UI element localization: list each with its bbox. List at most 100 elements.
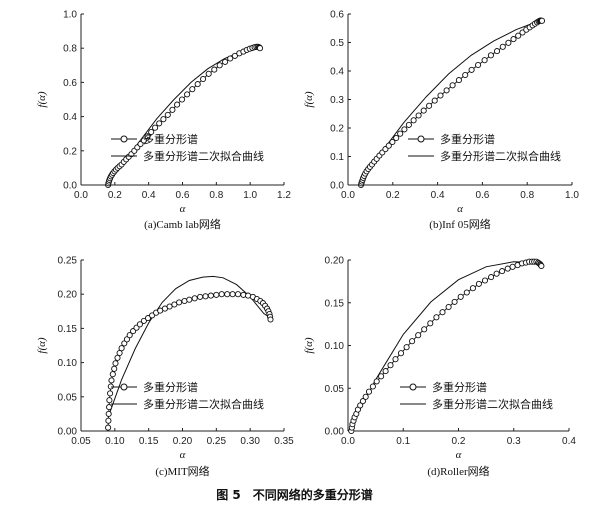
data-point (111, 365, 118, 372)
data-point (389, 138, 396, 146)
data-point (499, 43, 506, 50)
data-point (362, 393, 369, 400)
data-point (178, 96, 186, 103)
y-axis-label: f(α) (36, 337, 48, 353)
y-tick-label: 0.0 (330, 181, 344, 192)
x-tick-label: 1.2 (277, 190, 291, 201)
y-tick-label: 0.5 (330, 38, 344, 49)
data-point (515, 32, 522, 39)
x-tick-label: 0.2 (108, 190, 122, 201)
y-tick-label: 0.00 (325, 427, 345, 438)
series-line-spectrum (107, 46, 261, 186)
x-tick-label: 0.6 (475, 190, 489, 201)
legend-label-fit: 多重分形谱二次拟合曲线 (143, 149, 264, 163)
y-tick-label: 0.15 (58, 324, 78, 335)
data-point (481, 277, 489, 284)
data-point (140, 137, 147, 144)
panel-caption: (a)Camb lab网络 (144, 217, 221, 231)
data-point (357, 402, 364, 409)
data-point (169, 106, 176, 113)
x-tick-label: 0.2 (386, 190, 400, 201)
data-point (136, 321, 143, 328)
x-tick-label: 0.4 (431, 190, 445, 201)
data-point (445, 303, 452, 311)
y-tick-label: 0.15 (325, 298, 345, 309)
data-point (200, 75, 207, 83)
data-point (106, 404, 113, 411)
data-point (222, 58, 229, 65)
data-point (409, 338, 416, 345)
data-point (202, 293, 209, 300)
legend-label-spectrum: 多重分形谱 (440, 132, 495, 146)
data-point (457, 293, 464, 300)
data-point (431, 97, 438, 104)
y-tick-label: 0.3 (330, 95, 344, 106)
series-line-fit (360, 19, 543, 183)
data-point (227, 55, 234, 62)
data-point (144, 315, 152, 322)
data-point (415, 112, 422, 119)
data-point (387, 362, 394, 369)
y-axis-label: f(α) (303, 337, 315, 353)
data-point (256, 45, 264, 52)
data-point (156, 120, 163, 127)
x-tick-label: 0.10 (105, 436, 125, 447)
data-point (397, 350, 405, 357)
figure-caption: 图 5 不同网络的多重分形谱 (216, 487, 373, 502)
y-tick-label: 0.6 (330, 10, 344, 21)
x-tick-label: 1.0 (565, 190, 579, 201)
data-point (443, 87, 450, 94)
data-point (373, 378, 380, 385)
y-tick-label: 0.25 (58, 256, 78, 267)
data-point (410, 117, 417, 124)
x-tick-label: 0.20 (173, 436, 193, 447)
panel-caption: (b)Inf 05网络 (429, 217, 490, 231)
data-point (499, 268, 506, 275)
data-point (152, 124, 159, 131)
legend-marker (409, 383, 417, 391)
y-tick-label: 0.6 (63, 78, 77, 89)
data-point (468, 66, 475, 73)
y-tick-label: 1.0 (63, 10, 77, 21)
data-point (405, 121, 412, 128)
data-point (369, 383, 376, 390)
data-point (191, 295, 198, 302)
x-tick-label: 0.4 (142, 190, 156, 201)
data-point (105, 424, 112, 431)
data-point (112, 360, 119, 367)
data-point (504, 265, 511, 272)
x-tick-label: 0.4 (562, 436, 576, 447)
legend-label-spectrum: 多重分形谱 (143, 132, 198, 146)
chart-panel-d: 0.0 0.1 0.2 0.3 0.4 0.00 0.05 0.10 0.15 0.20 α f(α)… (303, 256, 576, 479)
x-axis-label: α (457, 203, 463, 215)
series-line-fit (350, 261, 542, 427)
chart-panel-b: 0.0 0.2 0.4 0.6 0.8 1.0 0.0 0.1 0.2 0.3 0.4 0.5 0.6 α… (303, 10, 579, 232)
y-tick-label: 0.4 (330, 67, 344, 78)
data-point (462, 71, 469, 79)
panel-caption: (c)MIT网络 (155, 464, 209, 478)
x-tick-label: 0.8 (209, 190, 223, 201)
y-axis-label: f(α) (36, 91, 48, 107)
data-point (455, 77, 462, 84)
x-tick-label: 0.1 (396, 436, 410, 447)
data-point (123, 336, 131, 343)
y-tick-label: 0.8 (63, 44, 77, 55)
data-point (475, 280, 482, 287)
data-point (509, 263, 516, 270)
data-point (397, 130, 404, 137)
data-point (213, 291, 220, 298)
data-point (437, 92, 444, 99)
data-point (164, 111, 171, 118)
data-point (160, 116, 167, 123)
data-point (421, 326, 428, 333)
x-tick-label: 0.0 (341, 190, 355, 201)
chart-panel-a: 0.0 0.2 0.4 0.6 0.8 1.0 1.2 0.0 0.2 0.4 0.6 0.8 1.0 α… (36, 10, 291, 232)
legend-marker (120, 135, 128, 143)
legend-label-fit: 多重分形谱二次拟合曲线 (440, 149, 561, 163)
data-point (487, 52, 494, 59)
y-tick-label: 0.20 (325, 256, 345, 267)
